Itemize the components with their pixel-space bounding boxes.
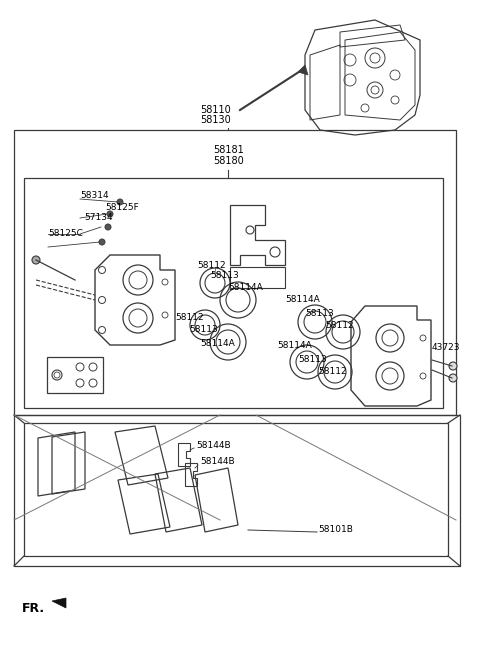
Text: 43723: 43723	[432, 343, 460, 352]
Circle shape	[99, 239, 105, 245]
Circle shape	[105, 224, 111, 230]
Text: 58125C: 58125C	[48, 229, 83, 239]
Text: 58144B: 58144B	[200, 458, 235, 467]
Text: 58112: 58112	[175, 313, 204, 322]
Text: 58314: 58314	[80, 192, 108, 200]
Text: FR.: FR.	[22, 601, 45, 614]
Circle shape	[117, 199, 123, 205]
Text: 58180: 58180	[213, 156, 244, 166]
Polygon shape	[298, 65, 308, 75]
Text: 58114A: 58114A	[228, 283, 263, 292]
Text: 58112: 58112	[325, 320, 354, 330]
Text: 58112: 58112	[197, 261, 226, 270]
Circle shape	[449, 374, 457, 382]
Text: 58130: 58130	[200, 115, 231, 125]
Text: 58113: 58113	[210, 272, 239, 281]
Text: 58113: 58113	[298, 356, 327, 365]
Text: 58144B: 58144B	[196, 441, 230, 450]
Text: 58112: 58112	[318, 367, 347, 376]
Text: 58114A: 58114A	[277, 341, 312, 350]
Text: 58125F: 58125F	[105, 203, 139, 211]
Text: 57134: 57134	[84, 213, 113, 222]
Text: 58110: 58110	[200, 105, 231, 115]
Circle shape	[449, 362, 457, 370]
Text: 58113: 58113	[305, 309, 334, 317]
Text: 58114A: 58114A	[200, 339, 235, 348]
Text: 58113: 58113	[189, 326, 218, 335]
Circle shape	[32, 256, 40, 264]
Text: 58101B: 58101B	[318, 525, 353, 534]
Text: 58114A: 58114A	[285, 296, 320, 304]
Polygon shape	[52, 598, 66, 608]
Circle shape	[107, 211, 113, 217]
Text: 58181: 58181	[213, 145, 244, 155]
